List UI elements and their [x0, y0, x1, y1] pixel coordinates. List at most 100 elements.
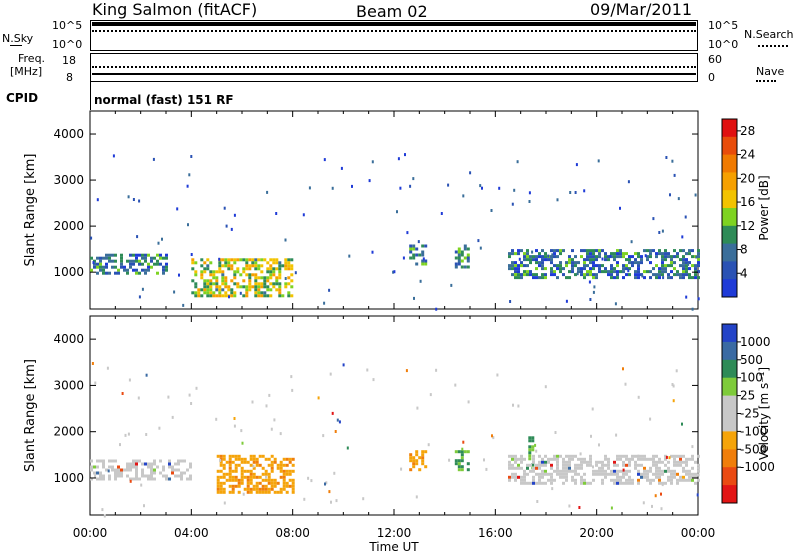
- data-cell: [457, 450, 461, 454]
- data-cell: [93, 265, 96, 269]
- scatter-point: [336, 418, 339, 422]
- scatter-point: [129, 479, 132, 483]
- scatter-point: [310, 479, 313, 483]
- data-cell: [571, 454, 574, 458]
- data-cell: [117, 268, 120, 272]
- scatter-point: [681, 235, 684, 239]
- data-cell: [260, 282, 264, 286]
- scatter-points: [91, 362, 700, 518]
- data-cell: [102, 465, 105, 469]
- data-cell: [248, 273, 252, 277]
- data-cell: [424, 244, 428, 248]
- data-cell: [228, 466, 232, 470]
- data-cell: [565, 475, 568, 479]
- scatter-point: [479, 184, 482, 188]
- colorbar-segment: [722, 154, 737, 173]
- data-cell: [508, 460, 511, 464]
- data-cell: [219, 454, 223, 458]
- scatter-point: [167, 395, 170, 399]
- data-cell: [640, 463, 643, 467]
- data-cell: [260, 270, 264, 274]
- data-cell: [200, 270, 204, 274]
- data-cell: [421, 262, 425, 266]
- data-cell: [634, 460, 637, 464]
- scatter-point: [230, 227, 233, 231]
- data-cell: [270, 481, 274, 485]
- data-cell: [216, 478, 220, 482]
- data-cell: [580, 457, 583, 461]
- data-cell: [290, 264, 294, 268]
- scatter-point: [515, 458, 518, 462]
- data-cell: [655, 469, 658, 473]
- data-cell: [272, 267, 276, 271]
- data-cell: [219, 481, 223, 485]
- data-cell: [206, 285, 210, 289]
- data-cell: [697, 469, 700, 473]
- data-cell: [230, 288, 234, 292]
- data-cell: [676, 454, 679, 458]
- data-cell: [141, 256, 144, 260]
- data-cell: [670, 270, 673, 274]
- data-cell: [132, 253, 135, 257]
- data-cell: [667, 475, 670, 479]
- data-cell: [230, 279, 234, 283]
- data-cell: [679, 258, 682, 262]
- data-cell: [604, 475, 607, 479]
- data-cell: [291, 484, 295, 488]
- scatter-point: [652, 217, 655, 221]
- data-cell: [209, 288, 213, 292]
- data-cell: [221, 282, 225, 286]
- data-cell: [616, 255, 619, 259]
- data-cell: [640, 255, 643, 259]
- data-cell: [670, 261, 673, 265]
- data-cell: [652, 463, 655, 467]
- data-cell: [279, 469, 283, 473]
- scatter-point: [251, 400, 254, 404]
- data-cell: [667, 252, 670, 256]
- data-cell: [273, 484, 277, 488]
- data-cell: [246, 478, 250, 482]
- data-cell: [538, 252, 541, 256]
- data-cell: [580, 249, 583, 253]
- data-cell: [532, 273, 535, 277]
- scatter-point: [440, 212, 443, 215]
- scatter-point: [219, 458, 222, 462]
- data-cell: [273, 481, 277, 485]
- data-cell: [607, 255, 610, 259]
- data-cell: [670, 478, 673, 482]
- data-cell: [141, 268, 144, 272]
- data-cell: [649, 469, 652, 473]
- data-cell: [206, 264, 210, 268]
- data-cell: [556, 463, 559, 467]
- data-cell: [203, 288, 207, 292]
- data-cell: [592, 255, 595, 259]
- data-cell: [514, 270, 517, 274]
- data-cell: [216, 490, 220, 494]
- data-cell: [580, 466, 583, 470]
- data-cell: [565, 466, 568, 470]
- data-cell: [282, 478, 286, 482]
- data-cell: [270, 466, 274, 470]
- scatter-point: [186, 184, 189, 188]
- data-cell: [126, 268, 129, 272]
- data-cell: [511, 466, 514, 470]
- data-cell: [290, 258, 294, 262]
- data-cell: [520, 460, 523, 464]
- data-cell: [658, 252, 661, 256]
- data-cell: [688, 252, 691, 256]
- data-cell: [260, 291, 264, 295]
- data-cell: [240, 472, 244, 476]
- x-tick-label: 00:00: [681, 526, 716, 540]
- data-cell: [129, 262, 132, 266]
- data-cell: [556, 469, 559, 473]
- data-cell: [237, 490, 241, 494]
- data-region: [454, 450, 470, 472]
- data-cell: [279, 463, 283, 467]
- data-cell: [508, 475, 511, 479]
- data-cell: [514, 460, 517, 464]
- data-cell: [541, 475, 544, 479]
- data-cell: [607, 472, 610, 476]
- data-cell: [625, 258, 628, 262]
- data-cell: [225, 472, 229, 476]
- data-cell: [144, 271, 147, 275]
